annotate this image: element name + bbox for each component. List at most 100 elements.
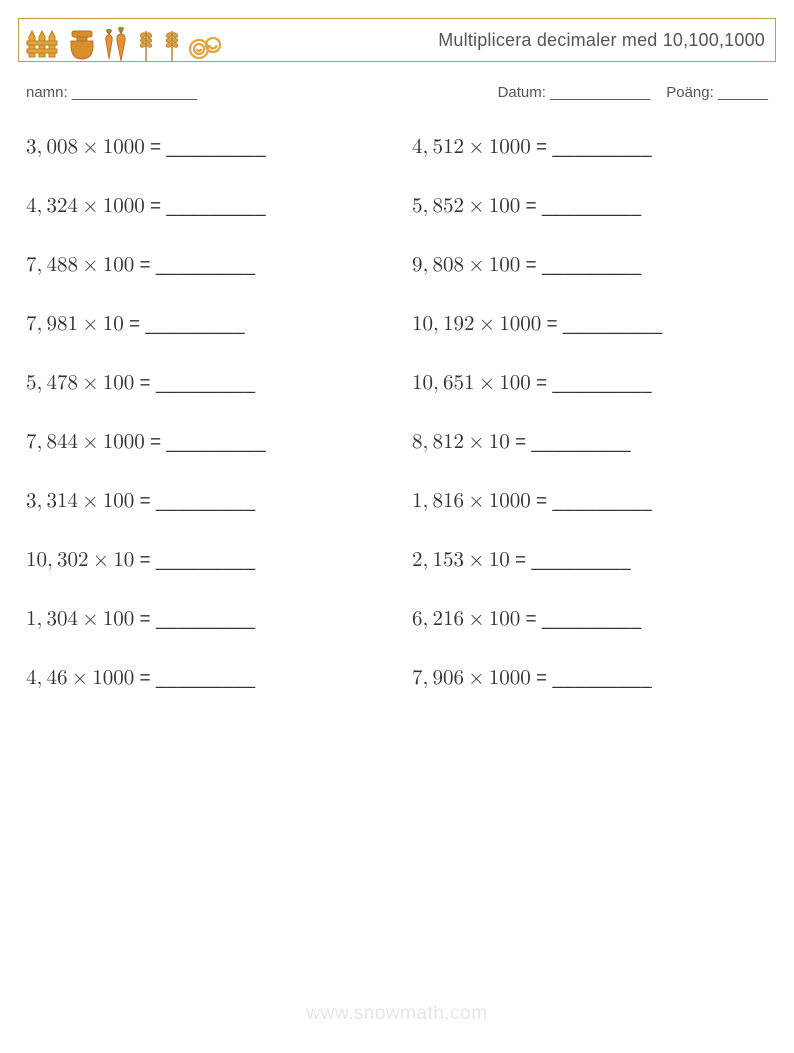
problem-right-3: 10, 192 × 1000 = _________: [412, 312, 768, 337]
carrots-icon: [101, 27, 131, 61]
answer-blank[interactable]: _________: [552, 491, 652, 512]
wheat-icon: [161, 27, 183, 61]
equals: =: [531, 373, 553, 394]
expression: 6, 216 × 100: [412, 609, 520, 630]
problem-right-7: 2, 153 × 10 = _________: [412, 548, 768, 573]
expression: 10, 651 × 100: [412, 373, 531, 394]
equals: =: [124, 314, 146, 335]
header-box: Multiplicera decimaler med 10,100,1000: [18, 18, 776, 62]
expression: 10, 302 × 10: [26, 550, 134, 571]
answer-blank[interactable]: _________: [542, 196, 642, 217]
problem-left-9: 4, 46 × 1000 = _________: [26, 666, 382, 691]
problem-right-1: 5, 852 × 100 = _________: [412, 194, 768, 219]
answer-blank[interactable]: _________: [552, 373, 652, 394]
expression: 3, 314 × 100: [26, 491, 134, 512]
score-blank[interactable]: ______: [718, 84, 768, 101]
equals: =: [134, 609, 156, 630]
answer-blank[interactable]: _________: [156, 491, 256, 512]
problem-left-8: 1, 304 × 100 = _________: [26, 607, 382, 632]
answer-blank[interactable]: _________: [542, 255, 642, 276]
answer-blank[interactable]: _________: [156, 255, 256, 276]
expression: 4, 324 × 1000: [26, 196, 145, 217]
equals: =: [145, 432, 167, 453]
equals: =: [134, 550, 156, 571]
answer-blank[interactable]: _________: [563, 314, 663, 335]
problem-right-9: 7, 906 × 1000 = _________: [412, 666, 768, 691]
expression: 8, 812 × 10: [412, 432, 510, 453]
problem-left-3: 7, 981 × 10 = _________: [26, 312, 382, 337]
expression: 7, 906 × 1000: [412, 668, 531, 689]
problem-right-5: 8, 812 × 10 = _________: [412, 430, 768, 455]
expression: 10, 192 × 1000: [412, 314, 541, 335]
problem-left-7: 10, 302 × 10 = _________: [26, 548, 382, 573]
expression: 3, 008 × 1000: [26, 137, 145, 158]
expression: 4, 46 × 1000: [26, 668, 134, 689]
date-label: Datum:: [498, 84, 546, 101]
pot-icon: [67, 27, 97, 61]
name-blank[interactable]: _______________: [72, 84, 197, 101]
problem-left-6: 3, 314 × 100 = _________: [26, 489, 382, 514]
equals: =: [531, 668, 553, 689]
wheat-icon: [135, 27, 157, 61]
date-blank[interactable]: ____________: [550, 84, 650, 101]
equals: =: [134, 373, 156, 394]
name-field: namn: _______________: [26, 84, 197, 101]
equals: =: [520, 196, 542, 217]
equals: =: [531, 491, 553, 512]
problem-right-2: 9, 808 × 100 = _________: [412, 253, 768, 278]
expression: 5, 852 × 100: [412, 196, 520, 217]
expression: 4, 512 × 1000: [412, 137, 531, 158]
answer-blank[interactable]: _________: [166, 432, 266, 453]
expression: 7, 488 × 100: [26, 255, 134, 276]
problem-left-2: 7, 488 × 100 = _________: [26, 253, 382, 278]
expression: 2, 153 × 10: [412, 550, 510, 571]
answer-blank[interactable]: _________: [145, 314, 245, 335]
equals: =: [134, 255, 156, 276]
answer-blank[interactable]: _________: [156, 373, 256, 394]
equals: =: [134, 491, 156, 512]
spiral-rolls-icon: [187, 27, 225, 61]
meta-row: namn: _______________ Datum: ___________…: [26, 84, 768, 101]
fence-icon: [25, 27, 63, 61]
date-field: Datum: ____________: [498, 84, 651, 101]
expression: 5, 478 × 100: [26, 373, 134, 394]
expression: 1, 304 × 100: [26, 609, 134, 630]
problem-right-4: 10, 651 × 100 = _________: [412, 371, 768, 396]
answer-blank[interactable]: _________: [531, 550, 631, 571]
equals: =: [520, 609, 542, 630]
answer-blank[interactable]: _________: [156, 668, 256, 689]
equals: =: [510, 550, 532, 571]
answer-blank[interactable]: _________: [166, 137, 266, 158]
problem-right-0: 4, 512 × 1000 = _________: [412, 135, 768, 160]
problem-right-6: 1, 816 × 1000 = _________: [412, 489, 768, 514]
answer-blank[interactable]: _________: [166, 196, 266, 217]
problem-right-8: 6, 216 × 100 = _________: [412, 607, 768, 632]
problems-grid: 3, 008 × 1000 = _________4, 512 × 1000 =…: [26, 135, 768, 691]
answer-blank[interactable]: _________: [531, 432, 631, 453]
equals: =: [531, 137, 553, 158]
answer-blank[interactable]: _________: [542, 609, 642, 630]
answer-blank[interactable]: _________: [156, 609, 256, 630]
expression: 1, 816 × 1000: [412, 491, 531, 512]
expression: 9, 808 × 100: [412, 255, 520, 276]
problem-left-1: 4, 324 × 1000 = _________: [26, 194, 382, 219]
name-label: namn:: [26, 84, 68, 101]
expression: 7, 981 × 10: [26, 314, 124, 335]
problem-left-0: 3, 008 × 1000 = _________: [26, 135, 382, 160]
equals: =: [145, 196, 167, 217]
answer-blank[interactable]: _________: [552, 137, 652, 158]
header-icons: [25, 19, 225, 61]
watermark: www.snowmath.com: [0, 1003, 794, 1025]
score-label: Poäng:: [666, 84, 714, 101]
equals: =: [134, 668, 156, 689]
worksheet-title: Multiplicera decimaler med 10,100,1000: [438, 30, 765, 51]
expression: 7, 844 × 1000: [26, 432, 145, 453]
equals: =: [520, 255, 542, 276]
problem-left-5: 7, 844 × 1000 = _________: [26, 430, 382, 455]
score-field: Poäng: ______: [666, 84, 768, 101]
answer-blank[interactable]: _________: [156, 550, 256, 571]
equals: =: [145, 137, 167, 158]
equals: =: [541, 314, 563, 335]
answer-blank[interactable]: _________: [552, 668, 652, 689]
equals: =: [510, 432, 532, 453]
